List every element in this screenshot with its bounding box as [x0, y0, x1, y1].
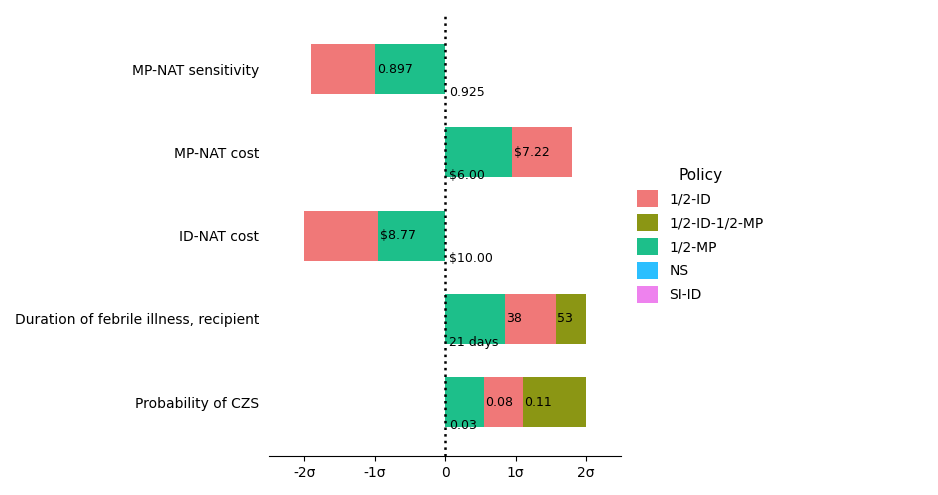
- Bar: [556, 294, 586, 344]
- Bar: [311, 44, 375, 94]
- Bar: [512, 127, 572, 177]
- Bar: [375, 44, 446, 94]
- Bar: [506, 294, 556, 344]
- Text: 0.11: 0.11: [524, 396, 552, 409]
- Text: $7.22: $7.22: [514, 146, 550, 159]
- Bar: [304, 211, 378, 260]
- Text: 0.03: 0.03: [448, 419, 477, 432]
- Bar: [446, 294, 506, 344]
- Text: 0.08: 0.08: [485, 396, 513, 409]
- Text: 21 days: 21 days: [448, 336, 498, 348]
- Legend: 1/2-ID, 1/2-ID-1/2-MP, 1/2-MP, NS, SI-ID: 1/2-ID, 1/2-ID-1/2-MP, 1/2-MP, NS, SI-ID: [632, 163, 769, 308]
- Text: 53: 53: [557, 312, 573, 325]
- Bar: [484, 377, 522, 427]
- Bar: [446, 127, 512, 177]
- Text: $10.00: $10.00: [448, 252, 492, 265]
- Bar: [378, 211, 446, 260]
- Text: 0.925: 0.925: [448, 86, 485, 99]
- Text: $8.77: $8.77: [380, 229, 416, 242]
- Bar: [522, 377, 586, 427]
- Text: 0.897: 0.897: [377, 63, 413, 76]
- Bar: [446, 377, 484, 427]
- Text: $6.00: $6.00: [448, 169, 485, 182]
- Text: 38: 38: [507, 312, 522, 325]
